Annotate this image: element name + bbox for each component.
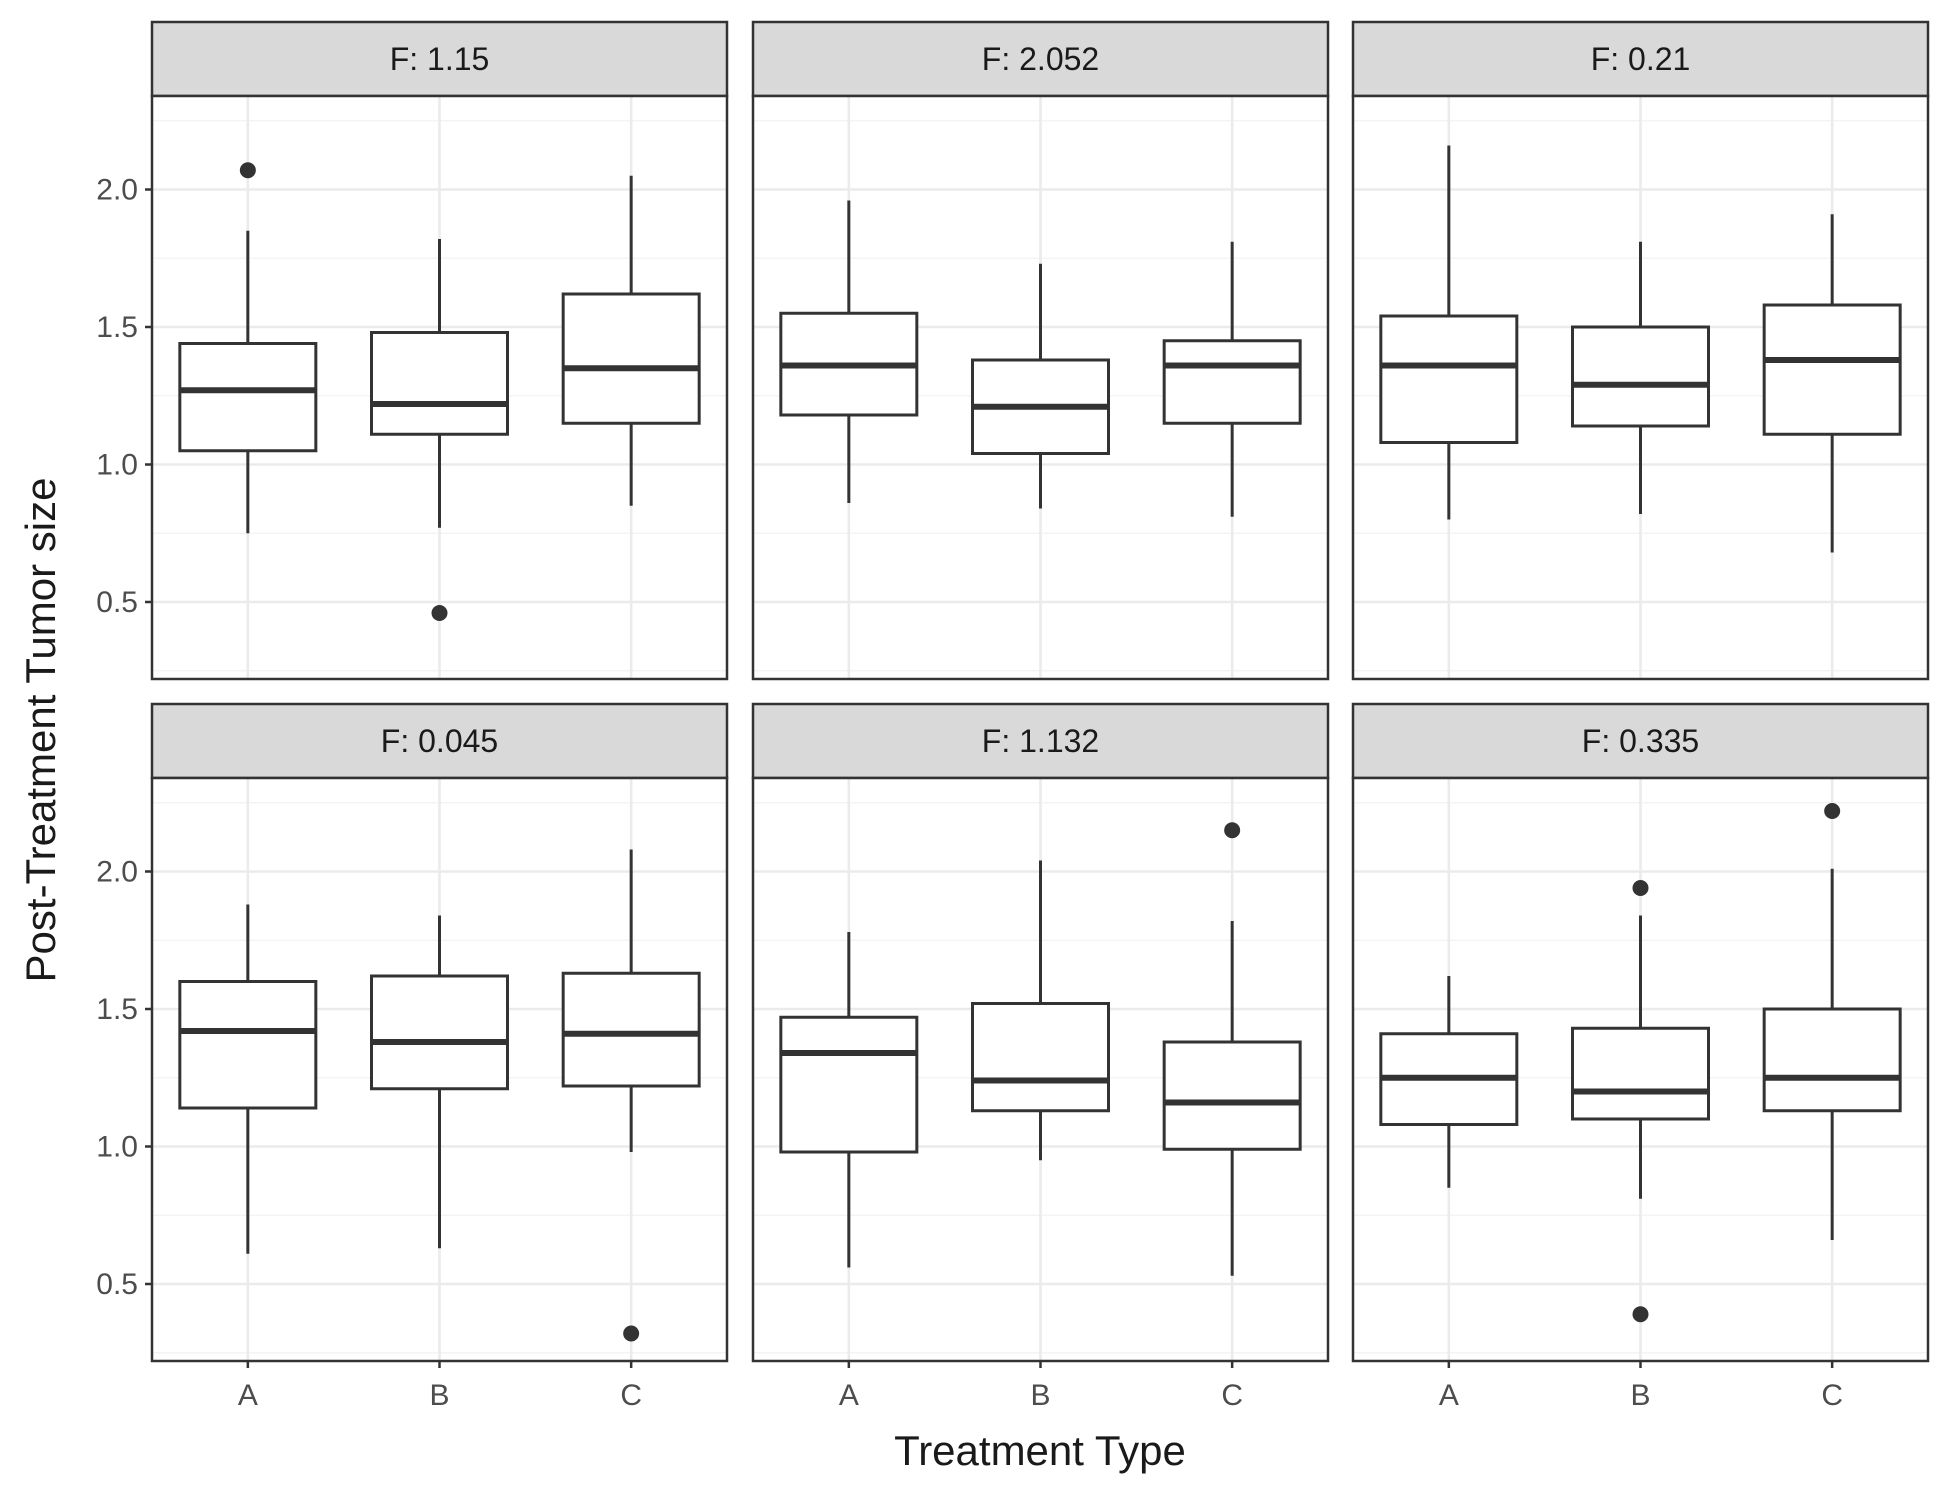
y-tick-label: 1.5 bbox=[96, 993, 138, 1026]
facet-panel-4: F: 0.045 0.5 1.0 1.5 2.0 A B C bbox=[96, 702, 729, 1412]
box-A bbox=[178, 162, 318, 534]
box-B bbox=[370, 239, 509, 621]
outlier-point bbox=[1824, 803, 1841, 819]
x-tick-label: A bbox=[839, 1379, 859, 1412]
outlier-point bbox=[239, 162, 256, 179]
box-iqr bbox=[1571, 325, 1710, 428]
panel-border bbox=[1351, 94, 1930, 681]
x-tick-label: A bbox=[1439, 1379, 1459, 1412]
box-A bbox=[1379, 145, 1519, 520]
box-A bbox=[1379, 976, 1519, 1188]
x-axis-title: Treatment Type bbox=[894, 1427, 1186, 1474]
outlier-point bbox=[431, 605, 448, 621]
facet-panel-3: F: 0.21 bbox=[1351, 20, 1930, 681]
box-iqr bbox=[1762, 303, 1902, 436]
facet-strip-label: F: 1.15 bbox=[390, 41, 490, 77]
facet-strip-label: F: 0.21 bbox=[1591, 41, 1691, 77]
y-tick-label: 2.0 bbox=[96, 856, 138, 889]
y-tick-label: 1.0 bbox=[96, 449, 138, 482]
panel-border bbox=[751, 94, 1330, 681]
facet-strip-label: F: 1.132 bbox=[982, 723, 1099, 759]
box-iqr bbox=[178, 342, 318, 453]
box-C bbox=[561, 175, 701, 506]
box-A bbox=[779, 200, 919, 503]
box-A bbox=[178, 904, 318, 1254]
box-iqr bbox=[561, 292, 701, 425]
outlier-point bbox=[623, 1325, 640, 1342]
box-C bbox=[1162, 822, 1302, 1276]
box-C bbox=[1762, 803, 1902, 1240]
facet-strip bbox=[150, 20, 729, 98]
facet-strip-label: F: 0.335 bbox=[1582, 723, 1699, 759]
outlier-point bbox=[1632, 1306, 1649, 1323]
y-tick-label: 0.5 bbox=[96, 586, 138, 619]
facet-panel-6: F: 0.335 A B C bbox=[1351, 702, 1930, 1412]
x-tick-label: C bbox=[620, 1379, 642, 1412]
box-iqr bbox=[1162, 339, 1302, 425]
facet-panel-2: F: 2.052 bbox=[751, 20, 1330, 681]
box-B bbox=[1571, 880, 1710, 1323]
panel-border bbox=[150, 94, 729, 681]
y-tick-label: 0.5 bbox=[96, 1268, 138, 1301]
y-axis-title: Post-Treatment Tumor size bbox=[17, 478, 64, 983]
x-tick-label: C bbox=[1821, 1379, 1843, 1412]
y-tick-label: 2.0 bbox=[96, 174, 138, 207]
box-iqr bbox=[779, 1015, 919, 1154]
box-iqr bbox=[971, 1002, 1110, 1113]
box-B bbox=[370, 915, 509, 1249]
box-iqr bbox=[178, 980, 318, 1110]
x-tick-label: B bbox=[1630, 1379, 1650, 1412]
outlier-point bbox=[1632, 880, 1649, 896]
x-tick-label: C bbox=[1221, 1379, 1243, 1412]
facet-panel-5: F: 1.132 A B C bbox=[751, 702, 1330, 1412]
box-iqr bbox=[370, 974, 509, 1091]
facet-strip bbox=[751, 20, 1330, 98]
box-iqr bbox=[1762, 1007, 1902, 1113]
box-B bbox=[971, 263, 1110, 509]
box-A bbox=[779, 932, 919, 1268]
box-C bbox=[1162, 241, 1302, 517]
box-iqr bbox=[1571, 1026, 1710, 1121]
facet-strip bbox=[1351, 702, 1930, 780]
x-tick-label: B bbox=[1030, 1379, 1050, 1412]
y-tick-label: 1.5 bbox=[96, 311, 138, 344]
facet-strip bbox=[1351, 20, 1930, 98]
y-tick-label: 1.0 bbox=[96, 1131, 138, 1164]
x-tick-label: B bbox=[429, 1379, 449, 1412]
box-iqr bbox=[1379, 314, 1519, 444]
facet-strip bbox=[150, 702, 729, 780]
facet-strip-label: F: 0.045 bbox=[381, 723, 498, 759]
box-iqr bbox=[561, 971, 701, 1088]
facet-strip-label: F: 2.052 bbox=[982, 41, 1099, 77]
box-C bbox=[561, 849, 701, 1342]
box-B bbox=[971, 860, 1110, 1161]
box-C bbox=[1762, 214, 1902, 553]
box-iqr bbox=[370, 331, 509, 436]
facet-panel-1: F: 1.15 0.5 1.0 1.5 2.0 bbox=[96, 20, 729, 681]
x-tick-label: A bbox=[238, 1379, 258, 1412]
box-iqr bbox=[1162, 1040, 1302, 1151]
box-B bbox=[1571, 241, 1710, 514]
outlier-point bbox=[1224, 822, 1241, 839]
